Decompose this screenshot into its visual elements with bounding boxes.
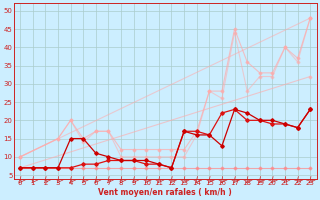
- X-axis label: Vent moyen/en rafales ( km/h ): Vent moyen/en rafales ( km/h ): [98, 188, 232, 197]
